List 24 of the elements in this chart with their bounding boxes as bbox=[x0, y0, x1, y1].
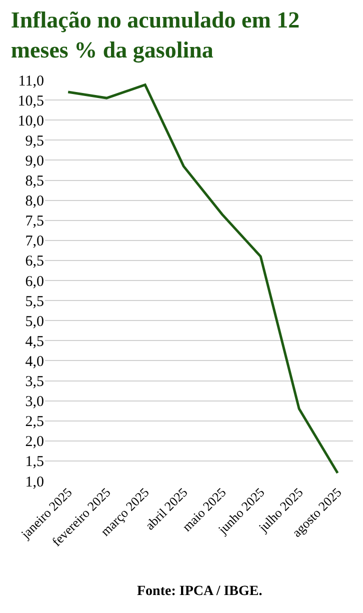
y-tick-label: 10,0 bbox=[18, 113, 44, 130]
y-tick-label: 2,5 bbox=[25, 414, 44, 430]
y-tick-label: 7,5 bbox=[25, 214, 44, 230]
y-tick-label: 3,0 bbox=[25, 394, 44, 410]
y-tick-label: 1,5 bbox=[25, 454, 44, 470]
y-tick-label: 7,0 bbox=[25, 234, 44, 250]
y-tick-label: 6,0 bbox=[25, 274, 44, 290]
y-tick-label: 11,0 bbox=[18, 73, 44, 90]
y-tick-label: 6,5 bbox=[25, 254, 44, 270]
y-tick-label: 9,5 bbox=[25, 133, 44, 150]
y-tick-label: 1,0 bbox=[25, 474, 44, 490]
y-tick-label: 2,0 bbox=[25, 434, 44, 450]
y-tick-label: 5,0 bbox=[25, 314, 44, 330]
y-tick-label: 10,5 bbox=[18, 93, 44, 110]
source-note: Fonte: IPCA / IBGE. bbox=[137, 584, 262, 599]
y-tick-label: 3,5 bbox=[25, 374, 44, 390]
y-tick-label: 9,0 bbox=[25, 153, 44, 170]
y-tick-label: 8,5 bbox=[25, 174, 44, 190]
y-tick-label: 8,0 bbox=[25, 194, 44, 210]
chart-title: Inflação no acumulado em 12 meses % da gasolina bbox=[10, 8, 300, 64]
y-tick-label: 4,0 bbox=[25, 354, 44, 370]
y-tick-label: 4,5 bbox=[25, 334, 44, 350]
line-series bbox=[66, 84, 339, 474]
y-tick-label: 5,5 bbox=[25, 294, 44, 310]
